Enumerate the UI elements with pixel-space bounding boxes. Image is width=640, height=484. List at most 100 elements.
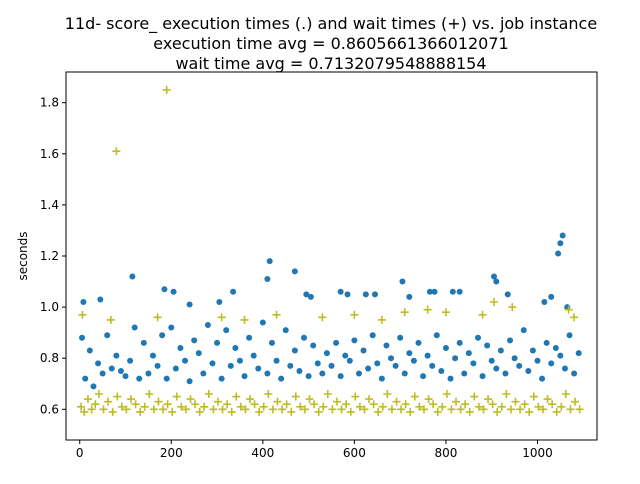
data-point (511, 397, 520, 406)
data-point (80, 407, 89, 416)
data-point (82, 375, 89, 382)
series-group (77, 85, 584, 416)
data-point (502, 370, 509, 377)
data-point (255, 365, 262, 372)
data-point (419, 405, 428, 414)
data-point (140, 402, 149, 411)
data-point (461, 400, 470, 409)
data-point (232, 392, 241, 401)
data-point (365, 365, 372, 372)
data-point (355, 402, 364, 411)
data-point (342, 400, 351, 409)
data-point (209, 405, 218, 414)
data-point (77, 402, 86, 411)
data-point (162, 85, 171, 94)
x-tick-label: 400 (251, 446, 274, 460)
data-point (456, 405, 465, 414)
data-point (377, 315, 386, 324)
data-point (255, 407, 264, 416)
data-point (182, 357, 189, 364)
data-point (223, 327, 230, 334)
data-point (106, 315, 115, 324)
data-point (328, 362, 335, 369)
data-point (168, 407, 177, 416)
data-point (401, 400, 410, 409)
data-point (240, 315, 249, 324)
data-point (296, 402, 305, 411)
data-point (91, 400, 100, 409)
data-point (442, 345, 449, 351)
data-point (478, 310, 487, 319)
data-point (291, 268, 298, 275)
x-tick-label: 1000 (522, 446, 553, 460)
data-point (163, 400, 172, 409)
data-point (97, 296, 104, 303)
data-point (447, 375, 454, 382)
data-point (397, 405, 406, 414)
data-point (520, 327, 527, 334)
y-tick-label: 0.6 (40, 402, 59, 416)
data-point (399, 278, 406, 285)
data-point (465, 350, 472, 357)
data-point (314, 360, 321, 367)
y-tick-label: 1.0 (40, 300, 59, 314)
data-point (365, 395, 374, 404)
data-point (575, 350, 582, 357)
data-point (246, 395, 255, 404)
data-point (218, 375, 225, 382)
data-point (497, 402, 506, 411)
data-point (127, 395, 136, 404)
y-axis: 0.6 0.8 1.0 1.2 1.4 1.6 1.8 (40, 96, 66, 416)
series-2 (77, 85, 584, 416)
data-point (272, 310, 281, 319)
y-tick-label: 1.8 (40, 96, 59, 110)
data-point (429, 400, 438, 409)
data-point (493, 407, 502, 416)
data-point (420, 373, 427, 380)
data-point (541, 299, 548, 305)
data-point (406, 293, 413, 300)
data-point (406, 407, 415, 416)
data-point (346, 357, 353, 364)
data-point (113, 392, 122, 401)
data-point (177, 402, 186, 411)
data-point (136, 407, 145, 416)
title-line: 11d- score_ execution times (.) and wait… (65, 14, 597, 34)
data-point (319, 370, 326, 377)
data-point (159, 332, 166, 339)
data-point (86, 347, 93, 354)
data-point (337, 288, 344, 295)
data-point (479, 373, 486, 380)
data-point (493, 365, 500, 372)
data-point (529, 347, 536, 354)
data-point (552, 345, 559, 351)
data-point (191, 400, 200, 409)
data-point (538, 405, 547, 414)
data-point (564, 305, 573, 314)
data-point (410, 392, 419, 401)
data-point (333, 339, 340, 346)
data-point (410, 357, 417, 364)
data-point (236, 402, 245, 411)
data-point (204, 390, 213, 398)
data-point (232, 345, 239, 351)
data-point (161, 286, 168, 293)
data-point (217, 313, 226, 322)
data-point (452, 397, 461, 406)
data-point (213, 397, 222, 406)
data-point (465, 407, 474, 416)
data-point (129, 273, 136, 280)
chart-title: 11d- score_ execution times (.) and wait… (65, 14, 597, 73)
data-point (122, 373, 129, 380)
x-tick-label: 800 (434, 446, 457, 460)
data-point (424, 395, 433, 404)
data-point (571, 370, 578, 377)
data-point (291, 347, 298, 354)
data-point (163, 375, 170, 382)
data-point (80, 299, 87, 305)
data-point (301, 334, 308, 341)
data-point (438, 368, 445, 374)
data-point (204, 322, 211, 328)
data-point (259, 319, 266, 326)
